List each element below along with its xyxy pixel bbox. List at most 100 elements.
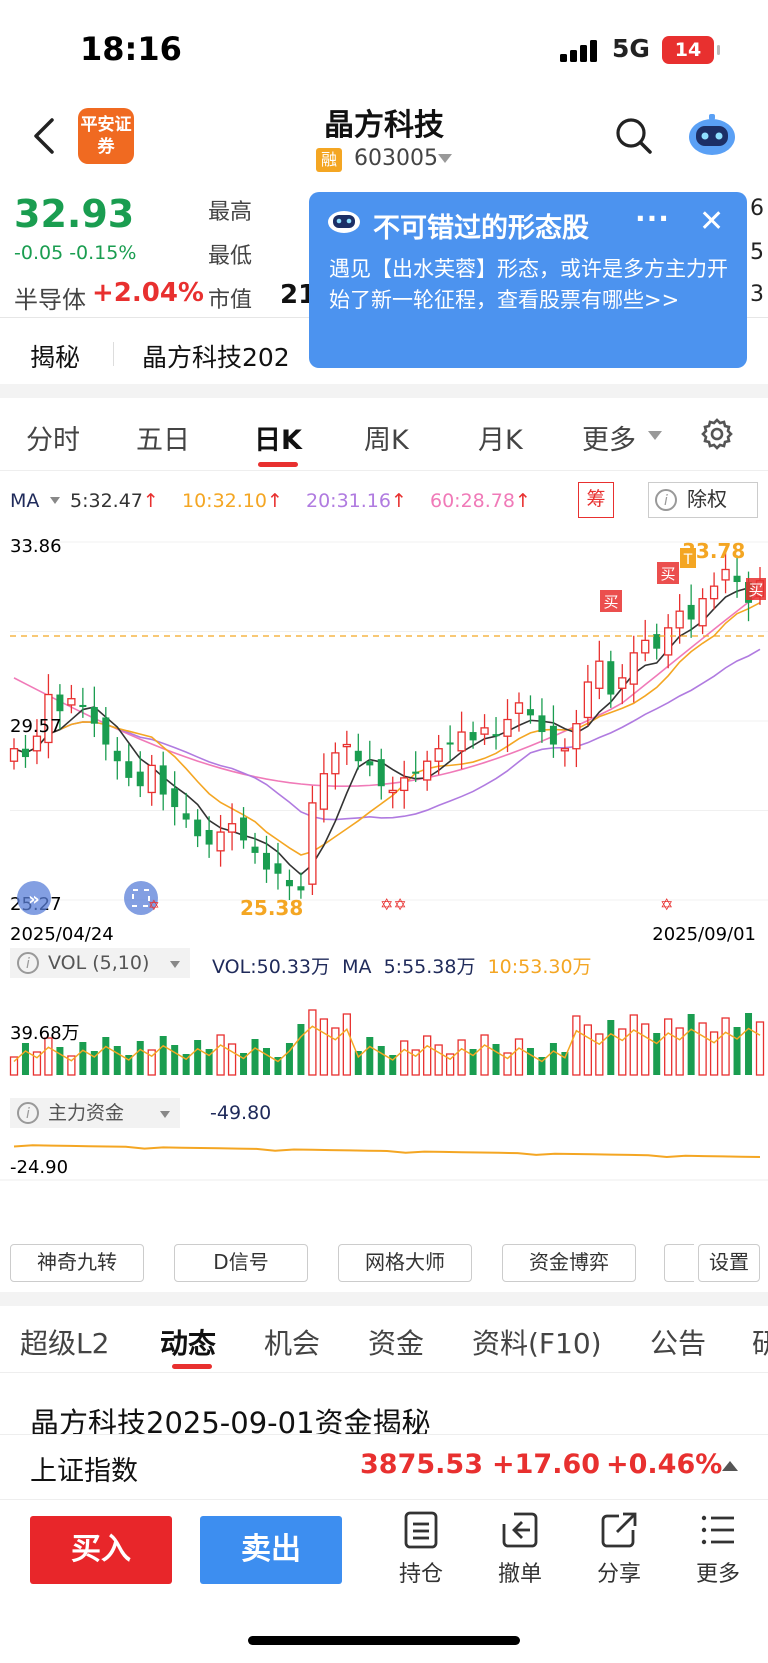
volume-bar	[319, 1018, 329, 1076]
ma60-value: 60:28.78↑	[430, 490, 531, 512]
fund-y-label: -24.90	[10, 1157, 68, 1178]
volume-bar	[113, 1046, 121, 1075]
candle	[9, 738, 19, 770]
t-signal-mark: T	[683, 552, 693, 568]
candle	[274, 842, 282, 890]
volume-bar	[745, 1013, 753, 1075]
tab-five-day[interactable]: 五日	[136, 425, 190, 456]
chevron-down-icon[interactable]	[170, 961, 180, 968]
ma-label[interactable]: MA	[10, 490, 40, 512]
tab-weekly-k[interactable]: 周K	[364, 425, 409, 456]
candle	[285, 869, 293, 900]
expand-left-icon[interactable]	[17, 881, 51, 915]
chip-distribution-button[interactable]: 筹	[578, 482, 614, 518]
volume-bar	[514, 1038, 524, 1076]
tab-funds[interactable]: 资金	[368, 1327, 425, 1360]
candle	[308, 785, 317, 895]
volume-bar	[274, 1057, 282, 1075]
divider	[0, 470, 768, 471]
volume-bar	[653, 1033, 661, 1075]
index-bar[interactable]: 上证指数 3875.53 +17.60 +0.46%	[0, 1434, 768, 1500]
chevron-down-icon[interactable]	[648, 431, 662, 440]
main-fund-chart[interactable]: -24.90	[0, 1135, 768, 1235]
chevron-down-icon[interactable]	[50, 497, 60, 504]
holdings-icon	[404, 1511, 438, 1549]
volume-bar	[102, 1037, 110, 1075]
back-icon[interactable]	[28, 116, 60, 156]
holdings-button[interactable]: 持仓	[386, 1510, 456, 1588]
buy-signal-mark: 买	[748, 581, 763, 599]
candle	[641, 619, 650, 662]
assistant-robot-icon[interactable]	[686, 114, 738, 158]
candle	[377, 748, 385, 800]
chevron-down-icon[interactable]	[160, 1111, 170, 1118]
volume-bar	[469, 1049, 477, 1075]
volume-bar	[411, 1049, 420, 1076]
sector-change[interactable]: +2.04%	[92, 278, 204, 308]
tab-opportunity[interactable]: 机会	[264, 1327, 321, 1360]
candle	[492, 717, 500, 750]
section-gap	[0, 1292, 768, 1306]
volume-bar	[607, 1020, 615, 1075]
indicator-partial[interactable]	[664, 1244, 694, 1282]
ticker-text[interactable]: 晶方科技202	[142, 343, 290, 372]
tab-announcements[interactable]: 公告	[650, 1327, 707, 1360]
market-cap-label: 市值	[208, 288, 253, 313]
tab-f10[interactable]: 资料(F10)	[472, 1327, 602, 1360]
indicator-magic-nine[interactable]: 神奇九转	[10, 1244, 144, 1282]
ticker-label[interactable]: 揭秘	[30, 343, 81, 372]
sell-button[interactable]: 卖出	[200, 1516, 342, 1584]
close-icon[interactable]: ✕	[699, 204, 725, 239]
candle	[90, 686, 98, 738]
tab-monthly-k[interactable]: 月K	[478, 425, 523, 456]
ex-rights-button[interactable]: 除权	[648, 482, 758, 518]
chevron-up-icon[interactable]	[722, 1461, 738, 1471]
more-options-icon[interactable]: ···	[635, 202, 670, 235]
date-end: 2025/09/01	[652, 924, 756, 945]
volume-bar	[67, 1055, 76, 1076]
buy-button[interactable]: 买入	[30, 1516, 172, 1584]
stock-code[interactable]: 603005	[354, 146, 438, 171]
indicator-grid-master[interactable]: 网格大师	[338, 1244, 472, 1282]
high-label: 最高	[208, 200, 253, 225]
candle	[607, 650, 615, 708]
tab-dynamics[interactable]: 动态	[160, 1327, 217, 1360]
candle	[469, 721, 477, 749]
tab-research[interactable]: 研	[752, 1327, 768, 1360]
volume-bar	[561, 1052, 569, 1075]
candle	[709, 572, 719, 610]
volume-bar	[434, 1044, 443, 1076]
volume-bar	[457, 1039, 466, 1076]
candle	[56, 684, 64, 730]
indicator-d-signal[interactable]: D信号	[174, 1244, 308, 1282]
volume-bar	[262, 1048, 270, 1075]
vol-values: VOL:50.33万 MA 5:55.38万 10:53.30万	[212, 956, 592, 978]
tab-daily-k[interactable]: 日K	[254, 425, 302, 456]
gear-icon[interactable]	[700, 417, 734, 451]
candle	[526, 695, 534, 724]
share-button[interactable]: 分享	[584, 1510, 654, 1588]
vol-indicator-select[interactable]: VOL (5,10)	[10, 948, 190, 978]
volume-chart[interactable]: 39.68万	[0, 985, 768, 1085]
tab-more[interactable]: 更多	[582, 425, 636, 456]
chevron-down-icon[interactable]	[438, 154, 452, 163]
popup-body[interactable]: 遇见【出水芙蓉】形态，或许是多方主力开始了新一轮征程，查看股票有哪些>>	[329, 257, 728, 312]
event-star-icon: ✡	[660, 895, 673, 914]
tab-intraday[interactable]: 分时	[26, 425, 80, 456]
volume-bar	[709, 1031, 719, 1076]
indicator-settings[interactable]: 设置	[698, 1244, 760, 1282]
indicator-fund-game[interactable]: 资金博弈	[502, 1244, 636, 1282]
cancel-order-icon	[502, 1512, 538, 1548]
candlestick-chart[interactable]: 33.86 29.57 25.27 33.78 25.38 买 买 T 买 » …	[0, 528, 768, 948]
volume-bar	[526, 1048, 534, 1075]
search-icon[interactable]	[614, 116, 654, 156]
candle	[400, 760, 409, 809]
more-button[interactable]: 更多	[683, 1510, 753, 1588]
cancel-order-button[interactable]: 撤单	[485, 1510, 555, 1588]
tab-super-l2[interactable]: 超级L2	[20, 1327, 110, 1360]
sector-label[interactable]: 半导体	[14, 286, 86, 314]
promo-popup[interactable]: 不可错过的形态股 ··· ✕ 遇见【出水芙蓉】形态，或许是多方主力开始了新一轮征…	[309, 192, 747, 368]
candle	[733, 555, 741, 598]
volume-bar	[503, 1052, 512, 1076]
event-star-icon: ✡✡	[380, 895, 407, 914]
